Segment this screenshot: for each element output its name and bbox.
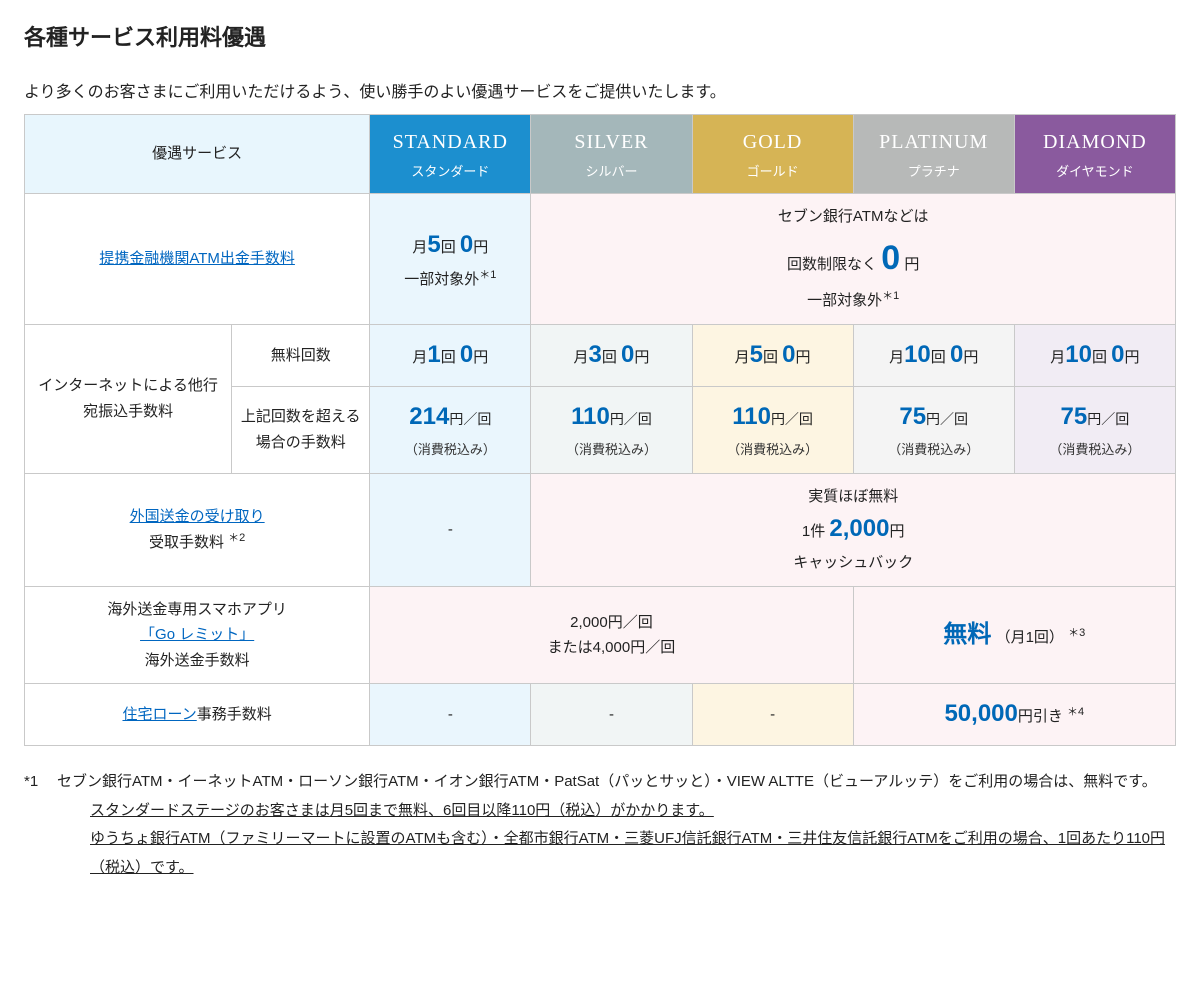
transfer-over-label: 上記回数を超える場合の手数料 bbox=[232, 386, 370, 473]
loan-right: 50,000円引き ＊4 bbox=[853, 684, 1175, 746]
loan-link[interactable]: 住宅ローン bbox=[122, 706, 196, 723]
fx-in-others: 実質ほぼ無料 1件 2,000円 キャッシュバック bbox=[531, 473, 1176, 586]
loan-silver: - bbox=[531, 684, 692, 746]
tier-gold: GOLD ゴールド bbox=[692, 115, 853, 194]
loan-label: 住宅ローン事務手数料 bbox=[25, 684, 370, 746]
free-standard: 月1回 0円 bbox=[370, 324, 531, 386]
row-loan: 住宅ローン事務手数料 - - - 50,000円引き ＊4 bbox=[25, 684, 1176, 746]
goremit-left: 2,000円／回 または4,000円／回 bbox=[370, 586, 853, 684]
free-platinum: 月10回 0円 bbox=[853, 324, 1014, 386]
loan-gold: - bbox=[692, 684, 853, 746]
tier-diamond: DIAMOND ダイヤモンド bbox=[1014, 115, 1175, 194]
row-goremit: 海外送金専用スマホアプリ 「Go レミット」 海外送金手数料 2,000円／回 … bbox=[25, 586, 1176, 684]
atm-label-cell: 提携金融機関ATM出金手数料 bbox=[25, 194, 370, 325]
free-diamond: 月10回 0円 bbox=[1014, 324, 1175, 386]
row-atm: 提携金融機関ATM出金手数料 月5回 0円 一部対象外＊1 セブン銀行ATMなど… bbox=[25, 194, 1176, 325]
over-platinum: 75円／回（消費税込み） bbox=[853, 386, 1014, 473]
fx-in-label: 外国送金の受け取り 受取手数料 ＊2 bbox=[25, 473, 370, 586]
col-service: 優遇サービス bbox=[25, 115, 370, 194]
fx-in-link[interactable]: 外国送金の受け取り bbox=[130, 508, 265, 525]
transfer-group: インターネットによる他行宛振込手数料 bbox=[25, 324, 232, 473]
atm-link[interactable]: 提携金融機関ATM出金手数料 bbox=[99, 250, 295, 267]
fx-in-standard: - bbox=[370, 473, 531, 586]
tier-silver: SILVER シルバー bbox=[531, 115, 692, 194]
over-gold: 110円／回（消費税込み） bbox=[692, 386, 853, 473]
atm-others: セブン銀行ATMなどは 回数制限なく 0 円 一部対象外＊1 bbox=[531, 194, 1176, 325]
fee-table: 優遇サービス STANDARD スタンダード SILVER シルバー GOLD … bbox=[24, 114, 1176, 746]
over-silver: 110円／回（消費税込み） bbox=[531, 386, 692, 473]
goremit-label: 海外送金専用スマホアプリ 「Go レミット」 海外送金手数料 bbox=[25, 586, 370, 684]
over-standard: 214円／回（消費税込み） bbox=[370, 386, 531, 473]
goremit-link[interactable]: 「Go レミット」 bbox=[140, 626, 254, 643]
over-diamond: 75円／回（消費税込み） bbox=[1014, 386, 1175, 473]
goremit-right: 無料 （月1回） ＊3 bbox=[853, 586, 1175, 684]
free-gold: 月5回 0円 bbox=[692, 324, 853, 386]
tier-platinum: PLATINUM プラチナ bbox=[853, 115, 1014, 194]
page-title: 各種サービス利用料優遇 bbox=[24, 20, 1176, 52]
row-fx-in: 外国送金の受け取り 受取手数料 ＊2 - 実質ほぼ無料 1件 2,000円 キャ… bbox=[25, 473, 1176, 586]
tier-standard: STANDARD スタンダード bbox=[370, 115, 531, 194]
free-silver: 月3回 0円 bbox=[531, 324, 692, 386]
footnote-1: *1セブン銀行ATM・イーネットATM・ローソン銀行ATM・イオン銀行ATM・P… bbox=[24, 768, 1176, 882]
loan-standard: - bbox=[370, 684, 531, 746]
row-transfer-free: インターネットによる他行宛振込手数料 無料回数 月1回 0円 月3回 0円 月5… bbox=[25, 324, 1176, 386]
lead-text: より多くのお客さまにご利用いただけるよう、使い勝手のよい優遇サービスをご提供いた… bbox=[24, 78, 1176, 102]
transfer-free-label: 無料回数 bbox=[232, 324, 370, 386]
atm-standard: 月5回 0円 一部対象外＊1 bbox=[370, 194, 531, 325]
